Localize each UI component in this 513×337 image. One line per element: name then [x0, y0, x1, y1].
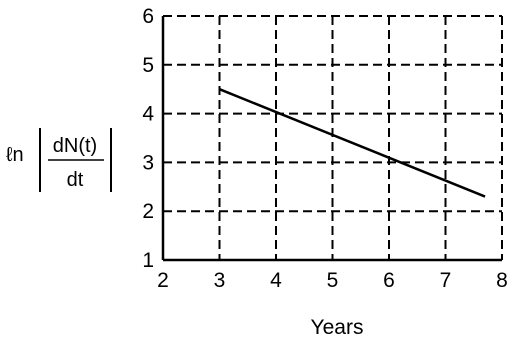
axes — [161, 16, 502, 262]
y-axis-title-numerator: dN(t) — [53, 135, 97, 157]
x-axis-title: Years — [311, 316, 364, 337]
series-line — [219, 88, 486, 198]
y-tick-label: 2 — [142, 200, 154, 223]
x-tick-label: 5 — [327, 269, 339, 292]
x-tick-label: 7 — [440, 269, 452, 292]
series — [219, 88, 486, 198]
y-tick-label: 6 — [142, 5, 154, 28]
y-axis-title-denominator: dt — [67, 169, 84, 191]
x-tick-label: 3 — [214, 269, 226, 292]
y-tick-label: 1 — [142, 249, 154, 272]
x-tick-label: 2 — [157, 269, 169, 292]
y-tick-labels: 1 2 3 4 5 6 — [142, 5, 154, 272]
x-tick-label: 8 — [496, 269, 508, 292]
y-axis-title-prefix: ℓn — [6, 144, 24, 166]
y-tick-label: 5 — [142, 54, 154, 77]
grid — [163, 15, 503, 260]
x-tick-labels: 2 3 4 5 6 7 8 — [157, 269, 508, 292]
y-tick-label: 4 — [142, 103, 154, 126]
x-tick-label: 4 — [270, 269, 282, 292]
y-axis-title: ℓn dN(t) dt — [6, 128, 112, 192]
x-tick-label: 6 — [383, 269, 395, 292]
y-tick-label: 3 — [142, 151, 154, 174]
